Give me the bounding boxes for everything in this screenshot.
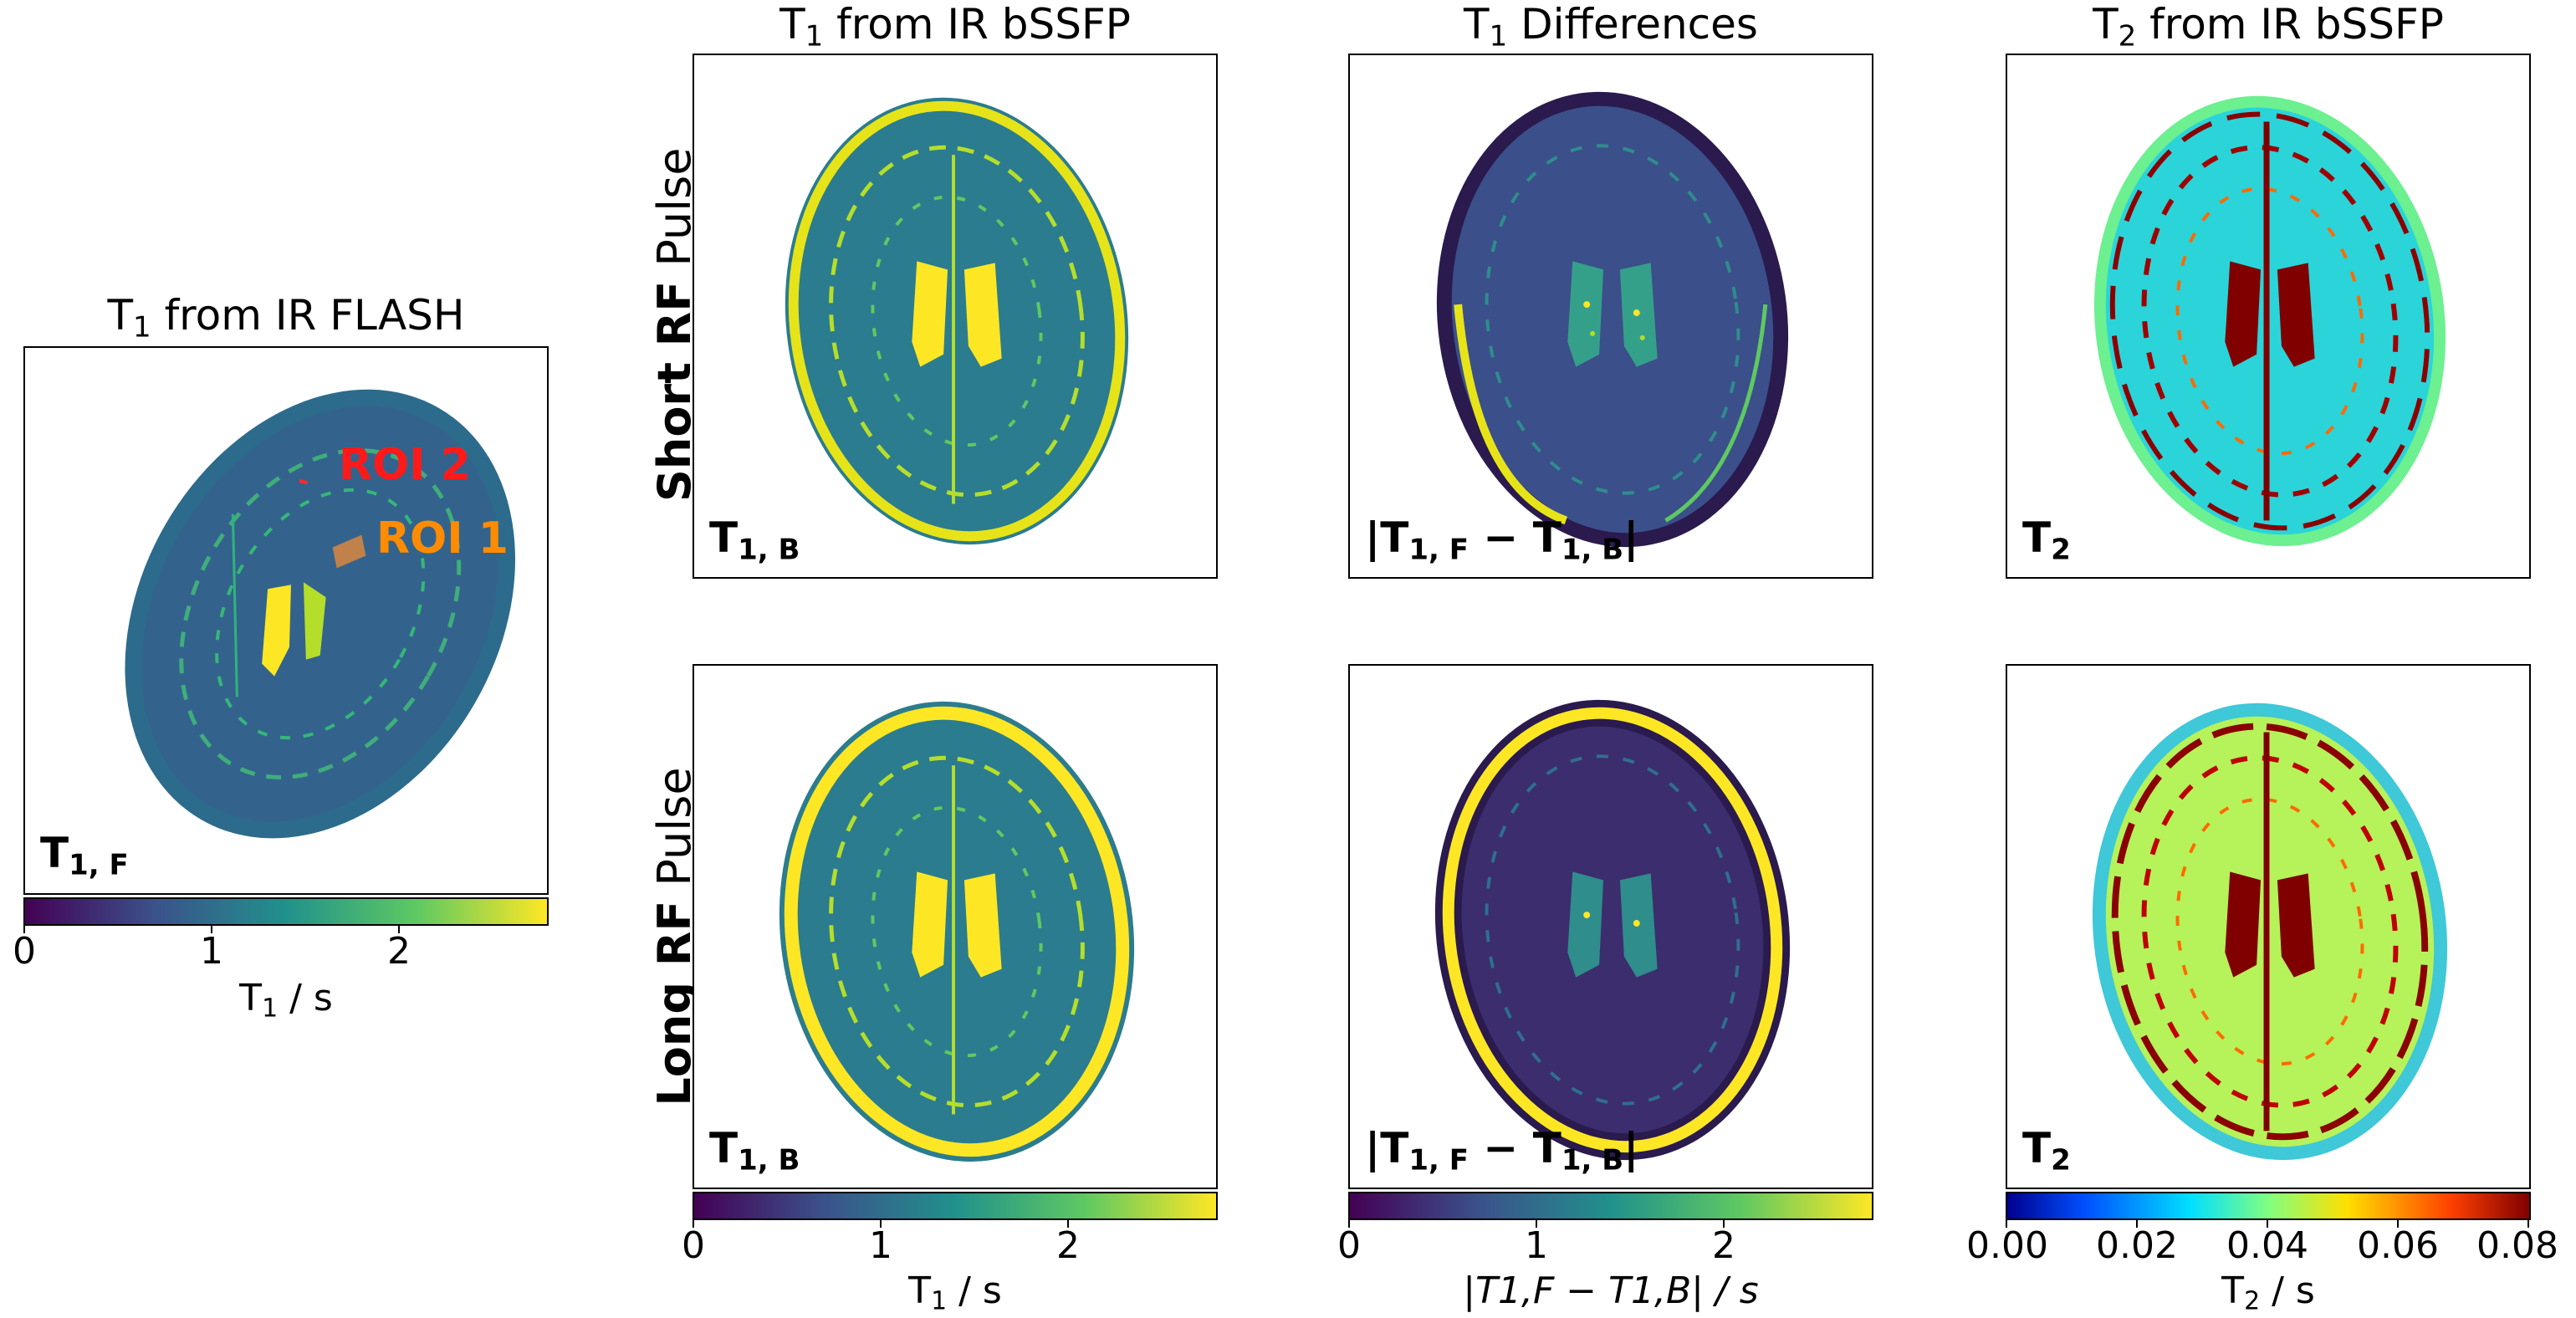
label-t1f: T1, F (40, 829, 129, 882)
tick-t2-3: 0.06 (2357, 1224, 2439, 1267)
label-diff-long: |T1, F − T1, B| (1365, 1124, 1639, 1178)
title-bssfp-t1: T1 from IR bSSFP (779, 0, 1131, 54)
colorbar-flash (23, 897, 549, 926)
brain-image-t1-flash (125, 389, 516, 839)
label-diff-short: |T1, F − T1, B| (1365, 513, 1639, 567)
panel-t1-flash: ROI 2 ROI 1 T1, F (23, 346, 549, 895)
tick-t2-1: 0.02 (2096, 1224, 2178, 1267)
tick-flash-2: 2 (387, 930, 411, 973)
tick-flash-1: 1 (200, 930, 223, 973)
label-t2-short: T2 (2022, 513, 2071, 567)
tick-diff-1: 1 (1525, 1224, 1548, 1267)
colorbar-label-diff: |T1,F − T1,B| / s (1463, 1269, 1759, 1312)
panel-diff-short: |T1, F − T1, B| (1348, 54, 1873, 579)
tick-t2-2: 0.04 (2226, 1224, 2308, 1267)
panel-diff-long: |T1, F − T1, B| (1348, 664, 1873, 1189)
tick-diff-2: 2 (1712, 1224, 1735, 1267)
title-bssfp-t2: T2 from IR bSSFP (2093, 0, 2444, 54)
panel-t1-bssfp-short: T1, B (693, 54, 1218, 579)
tick-flash-0: 0 (13, 930, 36, 973)
roi-2-label: ROI 2 (339, 440, 471, 490)
tick-t2-4: 0.08 (2476, 1224, 2558, 1267)
title-flash: T1 from IR FLASH (107, 291, 465, 345)
label-t2-long: T2 (2022, 1124, 2071, 1178)
colorbar-label-t1: T1 / s (908, 1269, 1002, 1316)
tick-t1-0: 0 (682, 1224, 705, 1267)
colorbar-t1 (693, 1192, 1218, 1220)
title-differences: T1 Differences (1464, 0, 1758, 54)
colorbar-diff (1348, 1192, 1873, 1220)
tick-t1-2: 2 (1056, 1224, 1080, 1267)
label-t1b-short: T1, B (709, 513, 800, 567)
panel-t1-bssfp-long: T1, B (693, 664, 1218, 1189)
label-t1b-long: T1, B (709, 1124, 800, 1178)
colorbar-t2 (2006, 1192, 2531, 1220)
tick-t2-0: 0.00 (1966, 1224, 2048, 1267)
colorbar-label-flash: T1 / s (239, 977, 333, 1024)
tick-t1-1: 1 (869, 1224, 892, 1267)
colorbar-label-t2: T2 / s (2221, 1269, 2315, 1316)
roi-1-label: ROI 1 (376, 513, 509, 564)
panel-t2-short: T2 (2006, 54, 2531, 579)
panel-t2-long: T2 (2006, 664, 2531, 1189)
tick-diff-0: 0 (1337, 1224, 1361, 1267)
